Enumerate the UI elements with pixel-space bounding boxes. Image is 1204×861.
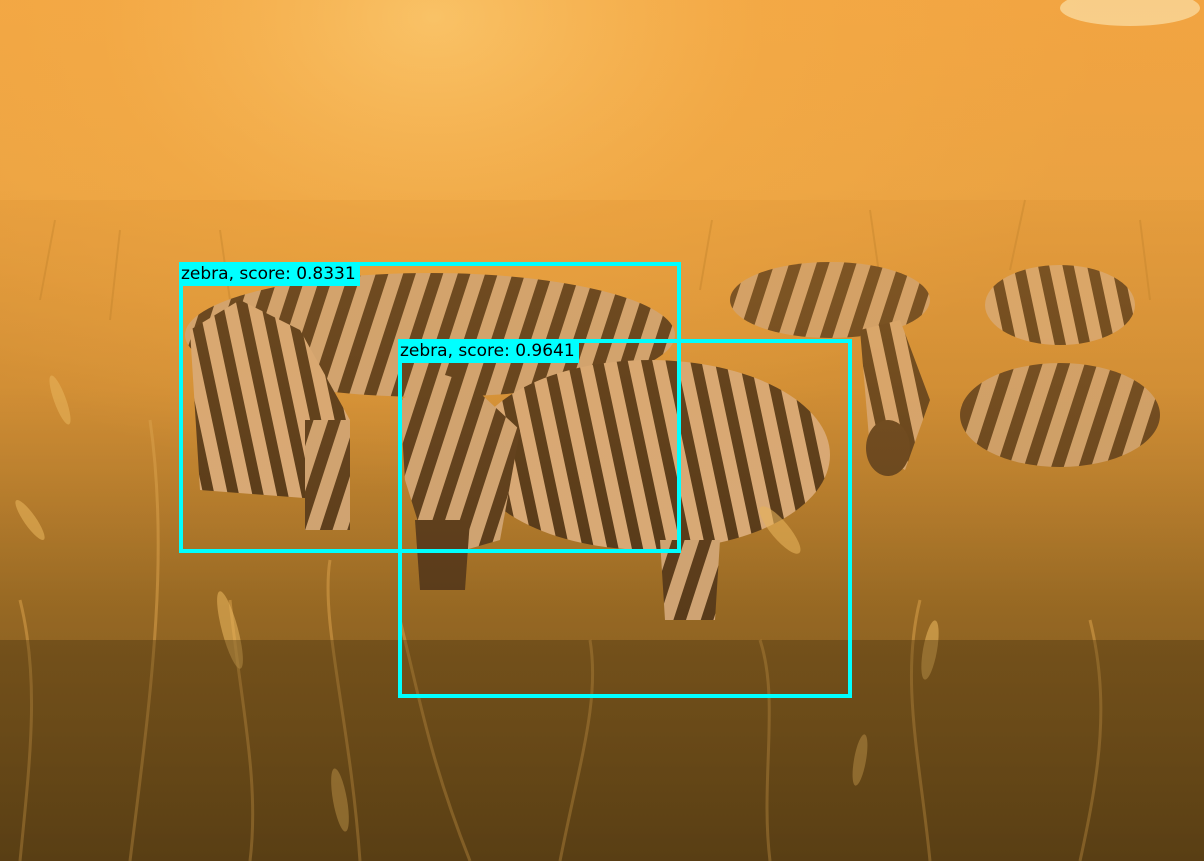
detection-label: zebra, score: 0.8331 [179,262,360,286]
detection-box-zebra: zebra, score: 0.8331 [179,262,681,553]
detection-box-zebra: zebra, score: 0.9641 [398,339,852,698]
detection-label: zebra, score: 0.9641 [398,339,579,363]
